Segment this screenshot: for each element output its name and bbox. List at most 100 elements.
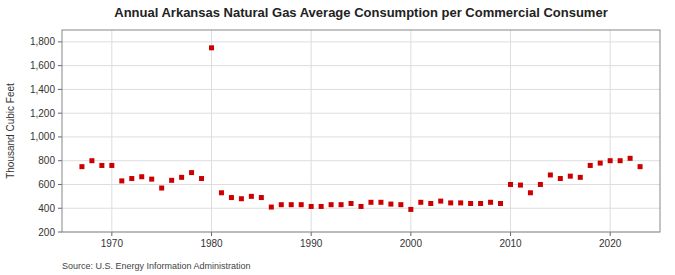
point bbox=[368, 200, 373, 205]
point bbox=[538, 182, 543, 187]
point bbox=[89, 158, 94, 163]
point bbox=[498, 201, 503, 206]
point bbox=[488, 200, 493, 205]
point bbox=[588, 163, 593, 168]
point bbox=[229, 195, 234, 200]
point bbox=[109, 163, 114, 168]
point bbox=[279, 202, 284, 207]
point bbox=[209, 45, 214, 50]
point bbox=[179, 175, 184, 180]
y-tick-label: 1,000 bbox=[30, 131, 55, 142]
point bbox=[139, 174, 144, 179]
point bbox=[159, 186, 164, 191]
x-grid-line bbox=[311, 30, 312, 232]
y-tick bbox=[58, 41, 62, 42]
point bbox=[309, 204, 314, 209]
point bbox=[458, 200, 463, 205]
y-tick-label: 600 bbox=[38, 179, 55, 190]
point bbox=[558, 176, 563, 181]
y-tick-label: 800 bbox=[38, 155, 55, 166]
x-tick-label: 1970 bbox=[101, 238, 124, 249]
point bbox=[568, 174, 573, 179]
x-tick bbox=[311, 232, 312, 236]
point bbox=[319, 204, 324, 209]
point bbox=[299, 202, 304, 207]
point bbox=[578, 175, 583, 180]
x-tick bbox=[410, 232, 411, 236]
point bbox=[79, 164, 84, 169]
point bbox=[518, 183, 523, 188]
point bbox=[269, 205, 274, 210]
point bbox=[349, 201, 354, 206]
point bbox=[219, 190, 224, 195]
y-axis-label: Thousand Cubic Feet bbox=[5, 83, 16, 179]
x-tick bbox=[510, 232, 511, 236]
y-tick-label: 200 bbox=[38, 227, 55, 238]
point bbox=[149, 177, 154, 182]
x-tick-label: 2010 bbox=[499, 238, 522, 249]
y-tick bbox=[58, 232, 62, 233]
y-tick-label: 1,200 bbox=[30, 108, 55, 119]
y-tick bbox=[58, 160, 62, 161]
point bbox=[468, 201, 473, 206]
point bbox=[548, 172, 553, 177]
plot-frame bbox=[62, 30, 660, 232]
chart: Annual Arkansas Natural Gas Average Cons… bbox=[0, 0, 675, 275]
x-grid-line bbox=[211, 30, 212, 232]
x-tick-label: 2020 bbox=[599, 238, 622, 249]
point bbox=[388, 202, 393, 207]
point bbox=[259, 195, 264, 200]
point bbox=[598, 161, 603, 166]
point bbox=[398, 202, 403, 207]
point bbox=[528, 190, 533, 195]
y-tick-label: 1,600 bbox=[30, 60, 55, 71]
point bbox=[129, 176, 134, 181]
point bbox=[478, 201, 483, 206]
points bbox=[79, 45, 642, 212]
y-grid-line bbox=[62, 184, 660, 185]
x-tick-label: 2000 bbox=[400, 238, 423, 249]
y-tick-label: 400 bbox=[38, 203, 55, 214]
x-tick bbox=[111, 232, 112, 236]
x-grid-line bbox=[610, 30, 611, 232]
x-grid-line bbox=[111, 30, 112, 232]
point bbox=[289, 202, 294, 207]
x-tick bbox=[610, 232, 611, 236]
point bbox=[428, 201, 433, 206]
y-tick bbox=[58, 89, 62, 90]
y-tick bbox=[58, 113, 62, 114]
point bbox=[169, 178, 174, 183]
x-tick-label: 1980 bbox=[200, 238, 223, 249]
point bbox=[508, 182, 513, 187]
source-note: Source: U.S. Energy Information Administ… bbox=[62, 261, 251, 271]
point bbox=[189, 170, 194, 175]
y-grid-line bbox=[62, 113, 660, 114]
point bbox=[339, 202, 344, 207]
point bbox=[618, 158, 623, 163]
y-grid-line bbox=[62, 65, 660, 66]
point bbox=[628, 156, 633, 161]
grid bbox=[62, 30, 660, 232]
point bbox=[448, 200, 453, 205]
y-grid-line bbox=[62, 136, 660, 137]
x-tick bbox=[211, 232, 212, 236]
x-grid-line bbox=[410, 30, 411, 232]
y-grid-line bbox=[62, 41, 660, 42]
title: Annual Arkansas Natural Gas Average Cons… bbox=[114, 5, 607, 20]
y-tick bbox=[58, 136, 62, 137]
y-tick bbox=[58, 184, 62, 185]
point bbox=[119, 178, 124, 183]
point bbox=[638, 164, 643, 169]
y-tick-label: 1,800 bbox=[30, 36, 55, 47]
point bbox=[408, 207, 413, 212]
y-tick-label: 1,400 bbox=[30, 84, 55, 95]
point bbox=[199, 176, 204, 181]
y-tick bbox=[58, 65, 62, 66]
point bbox=[438, 199, 443, 204]
point bbox=[249, 194, 254, 199]
point bbox=[99, 163, 104, 168]
point bbox=[359, 204, 364, 209]
x-tick-label: 1990 bbox=[300, 238, 323, 249]
x-grid-line bbox=[510, 30, 511, 232]
point bbox=[418, 200, 423, 205]
